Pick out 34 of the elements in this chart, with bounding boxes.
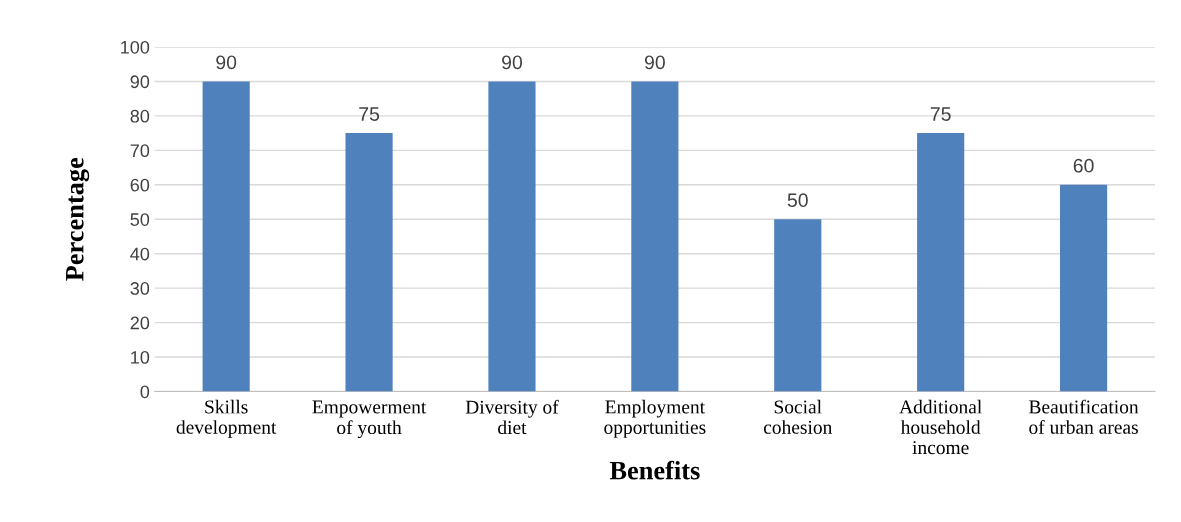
bar xyxy=(1059,184,1108,392)
data-label: 90 xyxy=(216,55,237,70)
bar xyxy=(202,81,250,392)
y-tick-label: 0 xyxy=(140,385,150,399)
y-tick-label: 10 xyxy=(131,350,150,364)
bar xyxy=(631,81,679,392)
y-tick-label: 70 xyxy=(130,144,150,158)
x-axis-title: Benefits xyxy=(609,460,700,480)
y-tick-label: 80 xyxy=(130,109,150,123)
x-tick-label: Additional household income xyxy=(899,399,982,455)
x-tick-label: Social cohesion xyxy=(763,399,833,434)
data-label: 75 xyxy=(930,107,951,121)
y-tick-label: 30 xyxy=(130,282,150,295)
x-tick-label: Employment opportunities xyxy=(604,399,706,438)
x-tick-label: Diversity of diet xyxy=(465,399,559,435)
bar xyxy=(917,133,965,392)
data-label: 90 xyxy=(502,55,523,70)
x-tick-label: Skills development xyxy=(176,399,277,438)
data-label: 90 xyxy=(644,55,665,70)
y-tick-label: 90 xyxy=(130,75,150,89)
y-tick-label: 50 xyxy=(130,213,150,226)
data-label: 50 xyxy=(787,193,808,208)
y-tick-label: 60 xyxy=(130,178,150,192)
data-label: 75 xyxy=(359,107,380,121)
bar xyxy=(774,219,822,392)
y-axis-title: Percentage xyxy=(66,157,90,281)
bar xyxy=(488,81,536,392)
bar xyxy=(345,133,393,392)
y-tick-label: 100 xyxy=(121,40,150,54)
y-tick-label: 40 xyxy=(130,247,150,261)
x-tick-label: Beautification of urban areas xyxy=(1029,399,1139,434)
data-label: 60 xyxy=(1073,158,1094,173)
y-tick-label: 20 xyxy=(130,316,150,330)
x-tick-label: Empowerment of youth xyxy=(312,400,427,439)
